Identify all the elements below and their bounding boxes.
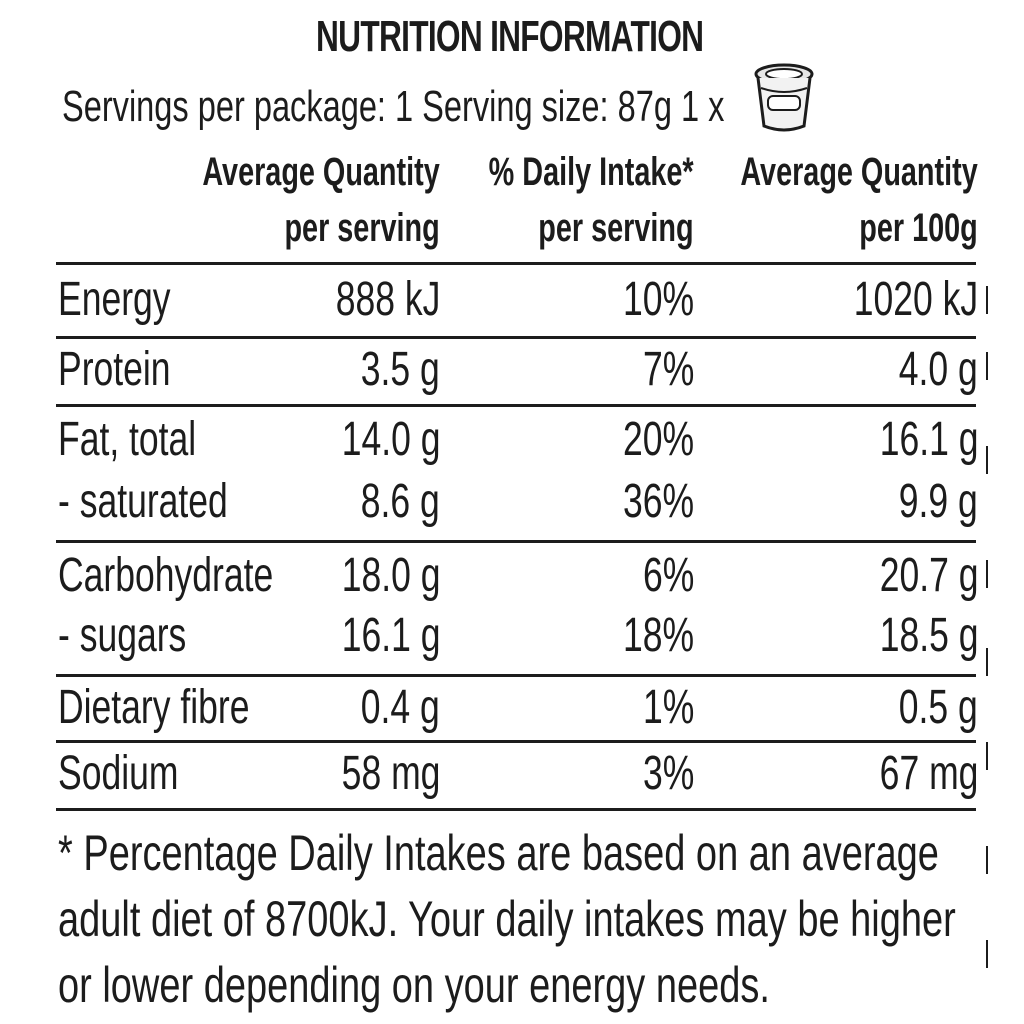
per-100g-value: 18.5 g (879, 609, 978, 662)
column-header-line: Average Quantity (740, 150, 978, 194)
per-100g-value: 9.9 g (898, 475, 978, 528)
column-header-line: per 100g (859, 206, 978, 250)
per-100g-value: 1020 kJ (853, 273, 978, 326)
nutrient-name: Dietary fibre (58, 681, 250, 734)
table-rule (56, 262, 976, 265)
edge-mark (986, 560, 988, 588)
daily-intake-value: 18% (622, 609, 694, 662)
column-header-per-serving: Average Quantity per serving (203, 144, 440, 256)
column-header-per-100g: Average Quantity per 100g (741, 144, 978, 256)
table-rule (56, 540, 976, 543)
daily-intake-value: 6% (642, 549, 694, 602)
column-header-daily-intake: % Daily Intake* per serving (489, 144, 694, 256)
panel-title: NUTRITION INFORMATION (316, 12, 704, 61)
per-serving-value: 18.0 g (341, 549, 440, 602)
edge-mark (986, 446, 988, 474)
daily-intake-value: 1% (642, 681, 694, 734)
nutrient-name: - sugars (58, 609, 187, 662)
per-serving-value: 0.4 g (360, 681, 440, 734)
per-serving-value: 3.5 g (360, 343, 440, 396)
per-serving-value: 14.0 g (341, 413, 440, 466)
column-header-line: % Daily Intake* (489, 150, 694, 194)
per-serving-value: 58 mg (341, 747, 440, 800)
nutrient-name: Carbohydrate (58, 549, 274, 602)
per-serving-value: 888 kJ (335, 273, 440, 326)
yoghurt-cup-icon (754, 63, 814, 132)
footnote-line: or lower depending on your energy needs. (58, 957, 770, 1013)
edge-mark (986, 286, 988, 314)
edge-mark (986, 940, 988, 968)
edge-mark (986, 846, 988, 874)
footnote: * Percentage Daily Intakes are based on … (58, 820, 956, 1018)
table-rule (56, 740, 976, 743)
edge-mark (986, 352, 988, 380)
column-header-line: per serving (538, 206, 694, 250)
per-100g-value: 16.1 g (879, 413, 978, 466)
edge-mark (986, 742, 988, 770)
column-header-line: Average Quantity (202, 150, 440, 194)
daily-intake-value: 3% (642, 747, 694, 800)
footnote-line: * Percentage Daily Intakes are based on … (58, 825, 939, 881)
daily-intake-value: 10% (622, 273, 694, 326)
per-100g-value: 0.5 g (898, 681, 978, 734)
edge-mark (986, 648, 988, 676)
table-rule (56, 336, 976, 339)
per-100g-value: 67 mg (879, 747, 978, 800)
column-header-line: per serving (284, 206, 440, 250)
table-rule (56, 404, 976, 407)
daily-intake-value: 20% (622, 413, 694, 466)
per-100g-value: 4.0 g (898, 343, 978, 396)
per-serving-value: 16.1 g (341, 609, 440, 662)
nutrient-name: Energy (58, 273, 171, 326)
per-100g-value: 20.7 g (879, 549, 978, 602)
nutrient-name: - saturated (58, 475, 228, 528)
servings-line: Servings per package: 1 Serving size: 87… (62, 82, 725, 131)
daily-intake-value: 36% (622, 475, 694, 528)
daily-intake-value: 7% (642, 343, 694, 396)
nutrient-name: Fat, total (58, 413, 197, 466)
nutrient-name: Protein (58, 343, 171, 396)
footnote-line: adult diet of 8700kJ. Your daily intakes… (58, 891, 956, 947)
nutrient-name: Sodium (58, 747, 179, 800)
per-serving-value: 8.6 g (360, 475, 440, 528)
table-rule (56, 674, 976, 677)
table-rule (56, 808, 976, 811)
